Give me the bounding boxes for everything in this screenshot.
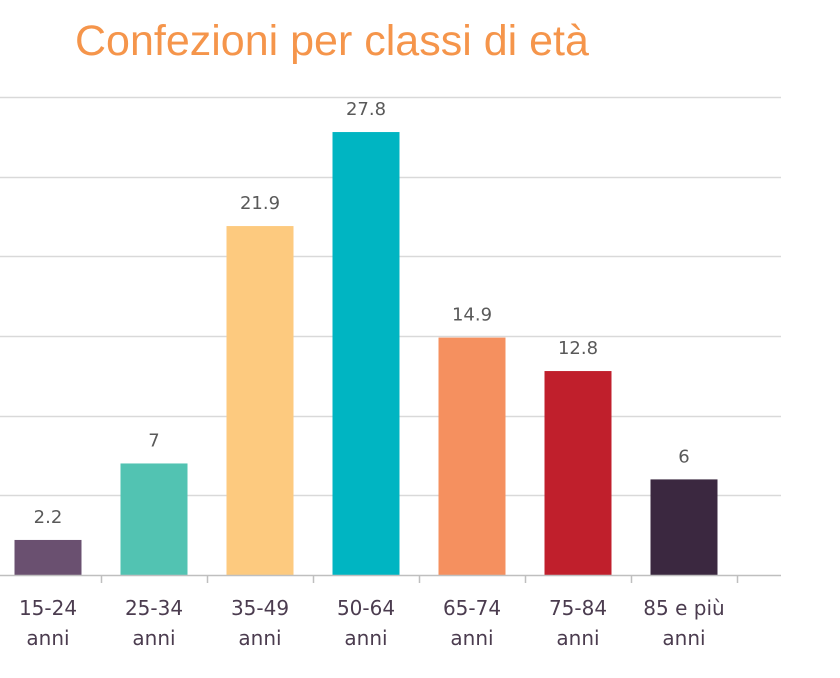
bar: [544, 371, 612, 575]
bar: [120, 463, 188, 575]
x-tick-label: 75-84 anni: [549, 596, 607, 650]
x-tick-label-line: anni: [344, 626, 387, 650]
data-label: 12.8: [558, 338, 598, 359]
x-tick-label-line: 65-74: [443, 596, 501, 620]
x-tick-label-line: 75-84: [549, 596, 607, 620]
bar: [438, 337, 506, 575]
chart-title: Confezioni per classi di età: [75, 17, 589, 65]
x-tick-label: 15-24 anni: [19, 596, 77, 650]
x-tick-label-line: 85 e più: [643, 596, 724, 620]
bar: [14, 539, 82, 575]
data-label: 2.2: [34, 507, 63, 528]
x-tick-label-line: anni: [26, 626, 69, 650]
x-tick-label-line: anni: [238, 626, 281, 650]
x-tick-label-line: 35-49: [231, 596, 289, 620]
bar: [226, 226, 294, 575]
x-tick-label-line: 50-64: [337, 596, 395, 620]
data-label: 14.9: [452, 305, 492, 326]
data-label: 21.9: [240, 193, 280, 214]
data-label: 6: [678, 446, 689, 467]
x-tick-label-line: anni: [556, 626, 599, 650]
data-label: 7: [148, 430, 159, 451]
bar: [650, 479, 718, 575]
x-tick-label-line: anni: [450, 626, 493, 650]
x-tick-label: 85 e più anni: [643, 596, 724, 650]
x-tick-label-line: anni: [132, 626, 175, 650]
x-tick-label: 35-49 anni: [231, 596, 289, 650]
x-tick-label: 65-74 anni: [443, 596, 501, 650]
x-tick-label-line: 25-34: [125, 596, 183, 620]
x-tick-label-line: 15-24: [19, 596, 77, 620]
bar: [332, 132, 400, 575]
x-tick-label: 50-64 anni: [337, 596, 395, 650]
x-tick-label: 25-34 anni: [125, 596, 183, 650]
x-tick-label-line: anni: [662, 626, 705, 650]
data-label: 27.8: [346, 99, 386, 120]
